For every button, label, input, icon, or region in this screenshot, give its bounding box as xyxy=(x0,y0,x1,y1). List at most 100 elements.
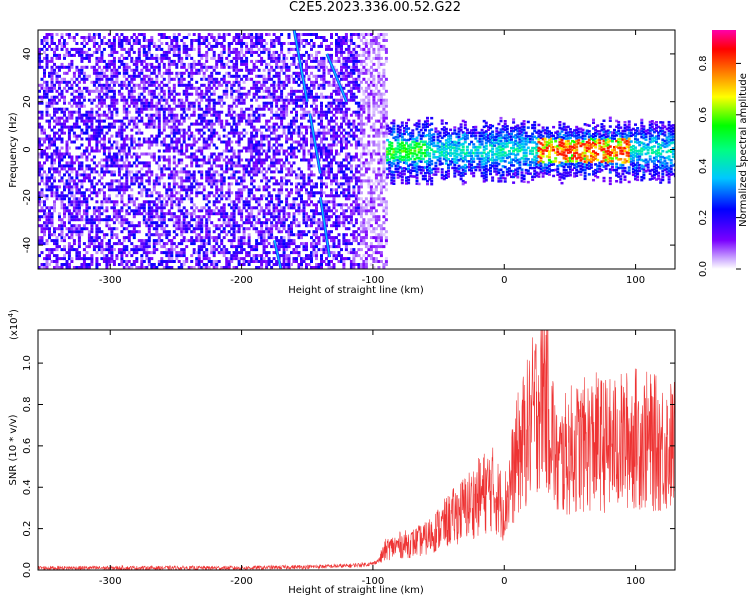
spectrogram-cell xyxy=(212,161,216,165)
spectrogram-cell xyxy=(53,242,56,246)
spectrogram-cell xyxy=(125,137,129,141)
spectrogram-cell xyxy=(40,251,44,255)
spectrogram-cell xyxy=(107,164,111,168)
spectrogram-cell xyxy=(43,215,46,219)
spectrogram-cell xyxy=(177,176,181,180)
spectrogram-cell xyxy=(92,134,96,138)
spectrogram-cell xyxy=(217,59,221,63)
spectrogram-cell xyxy=(127,230,131,234)
spectrogram-cell xyxy=(80,101,84,105)
spectrogram-cell xyxy=(92,248,96,252)
spectrogram-cell xyxy=(77,107,81,111)
spectrogram-cell xyxy=(90,242,94,246)
spectrogram-cell xyxy=(65,194,69,198)
spectrogram-cell xyxy=(195,182,199,186)
spectrogram-cell xyxy=(277,245,281,249)
spectrogram-cell xyxy=(217,122,221,126)
spectrogram-cell xyxy=(265,227,269,231)
spectrogram-cell xyxy=(165,116,169,120)
spectrogram-cell xyxy=(58,56,61,60)
spectrogram-cell xyxy=(272,164,276,168)
spectrogram-cell xyxy=(160,143,164,147)
spectrogram-cell xyxy=(287,206,291,210)
spectrogram-cell xyxy=(165,260,169,263)
spectrogram-cell xyxy=(65,266,69,269)
spectrogram-cell xyxy=(130,221,134,225)
spectrogram-cell xyxy=(45,206,49,210)
spectrogram-cell xyxy=(320,224,323,228)
spectrogram-cell xyxy=(107,83,111,87)
spectrogram-cell xyxy=(140,92,144,96)
spectrogram-cell xyxy=(150,209,154,213)
spectrogram-cell xyxy=(43,230,46,234)
spectrogram-cell xyxy=(317,62,321,66)
spectrogram-cell xyxy=(72,125,76,129)
spectrogram-cell xyxy=(67,191,71,195)
spectrogram-cell xyxy=(85,188,89,192)
spectrogram-cell xyxy=(105,218,109,222)
spectrogram-cell xyxy=(82,191,86,195)
spectrogram-cell xyxy=(195,263,199,266)
spectrogram-cell xyxy=(70,215,74,219)
spectrogram-cell xyxy=(177,152,181,156)
spectrogram-cell xyxy=(82,104,86,108)
spectrogram-cell xyxy=(240,245,244,249)
spectrogram-cell xyxy=(267,62,271,66)
spectrogram-cell xyxy=(292,80,296,84)
spectrogram-cell xyxy=(170,251,174,255)
spectrogram-cell xyxy=(97,212,101,216)
spectrogram-cell xyxy=(152,83,156,87)
spectrogram-cell xyxy=(195,128,199,132)
spectrogram-cell xyxy=(260,146,264,150)
spectrogram-cell xyxy=(185,188,189,192)
spectrogram-cell xyxy=(150,83,154,87)
spectrogram-cell xyxy=(202,39,206,42)
spectrogram-cell xyxy=(292,42,296,45)
spectrogram-cell xyxy=(272,44,276,48)
spectrogram-cell xyxy=(45,212,49,216)
spectrogram-cell xyxy=(45,134,49,138)
spectrogram-cell xyxy=(312,65,316,69)
spectrogram-cell xyxy=(265,65,269,69)
spectrogram-cell xyxy=(120,209,124,213)
spectrogram-cell xyxy=(125,164,129,168)
spectrogram-cell xyxy=(170,77,174,81)
spectrogram-cell xyxy=(302,95,306,99)
spectrogram-cell xyxy=(55,266,59,269)
spectrogram-cell xyxy=(92,33,96,36)
spectrogram-cell xyxy=(45,53,49,57)
spectrogram-cell xyxy=(232,170,236,174)
spectrogram-cell xyxy=(102,143,106,147)
spectrogram-cell xyxy=(252,125,256,129)
spectrogram-cell xyxy=(217,71,221,75)
spectrogram-cell xyxy=(115,134,119,138)
spectrogram-cell xyxy=(157,134,161,138)
spectrogram-cell xyxy=(275,182,279,186)
spectrogram-cell xyxy=(207,227,211,231)
spectrogram-cell xyxy=(92,39,96,42)
spectrogram-cell xyxy=(302,206,306,210)
spectrogram-cell xyxy=(280,245,284,249)
spectrogram-cell xyxy=(232,224,236,228)
spectrogram-cell xyxy=(65,233,69,237)
spectrogram-cell xyxy=(295,110,298,114)
spectrogram-cell xyxy=(197,251,201,255)
spectrogram-cell xyxy=(257,158,261,162)
spectrogram-cell xyxy=(112,212,116,216)
spectrogram-cell xyxy=(205,197,209,201)
spectrogram-cell xyxy=(132,233,136,237)
spectrogram-cell xyxy=(72,95,76,99)
spectrogram-cell xyxy=(315,92,318,96)
spectrogram-cell xyxy=(192,230,196,234)
spectrogram-cell xyxy=(38,194,41,198)
spectrogram-cell xyxy=(97,230,101,234)
spectrogram-cell xyxy=(90,179,94,183)
spectrogram-cell xyxy=(100,68,104,72)
spectrogram-cell xyxy=(265,95,269,99)
spectrogram-cell xyxy=(48,233,51,237)
spectrogram-cell xyxy=(115,143,119,147)
spectrogram-cell xyxy=(262,167,266,171)
spectrogram-cell xyxy=(255,167,259,171)
spectrogram-cell xyxy=(217,95,221,99)
spectrogram-cell xyxy=(255,42,259,45)
